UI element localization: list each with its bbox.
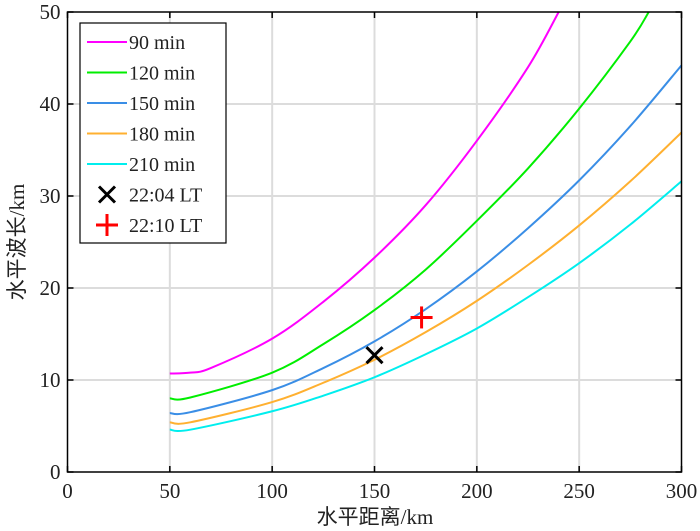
x-tick-label: 250	[563, 479, 595, 503]
legend-marker-label-1: 22:10 LT	[129, 215, 202, 237]
x-mark-stroke	[365, 346, 384, 365]
y-tick-label: 10	[40, 368, 61, 392]
marker-1	[410, 306, 433, 329]
legend-label-2: 150 min	[129, 93, 195, 115]
y-tick-label: 40	[40, 92, 61, 116]
y-tick-label: 0	[50, 460, 61, 484]
legend-label-0: 90 min	[129, 32, 185, 54]
x-tick-label: 50	[159, 479, 180, 503]
x-tick-label: 300	[666, 479, 698, 503]
series-line-4	[169, 180, 683, 433]
x-tick-label: 100	[256, 479, 288, 503]
x-mark-stroke	[97, 185, 117, 204]
legend-label-4: 210 min	[129, 154, 195, 176]
legend-label-1: 120 min	[129, 63, 195, 85]
series-line-2	[169, 64, 683, 416]
x-tick-label: 0	[62, 479, 73, 503]
legend-marker-1	[96, 214, 118, 236]
series-line-3	[169, 131, 683, 425]
legend: 90 min 120 min 150 min 180 min 210 min 22:04 …	[79, 22, 227, 244]
x-tick-label: 150	[359, 479, 391, 503]
legend-label-3: 180 min	[129, 124, 195, 146]
series-line-1	[169, 11, 650, 401]
legend-marker-label-0: 22:04 LT	[129, 185, 202, 207]
y-axis-label: 水平波长/km	[5, 184, 29, 301]
x-axis-label: 水平距离/km	[317, 505, 434, 529]
marker-0	[365, 346, 384, 365]
x-tick-label: 200	[461, 479, 493, 503]
y-tick-label: 50	[40, 0, 61, 24]
y-tick-label: 20	[40, 276, 61, 300]
legend-marker-0	[97, 185, 117, 204]
series-line-0	[169, 11, 560, 375]
y-tick-label: 30	[40, 184, 61, 208]
